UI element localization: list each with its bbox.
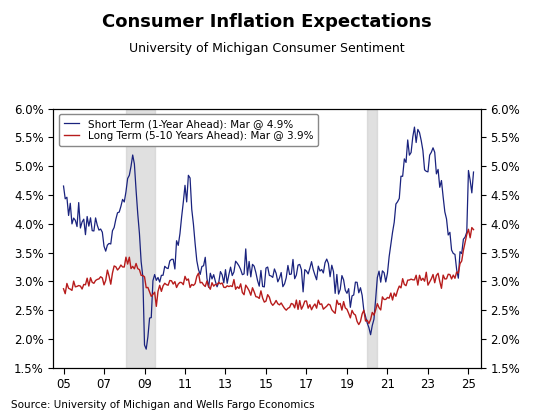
Long Term (5-10 Years Ahead): Mar @ 3.9%: (2e+03, 0.0287): Mar @ 3.9%: (2e+03, 0.0287) xyxy=(60,286,67,291)
Long Term (5-10 Years Ahead): Mar @ 3.9%: (2.03e+03, 0.0394): Mar @ 3.9%: (2.03e+03, 0.0394) xyxy=(469,225,475,230)
Short Term (1-Year Ahead): Mar @ 4.9%: (2.02e+03, 0.0289): Mar @ 4.9%: (2.02e+03, 0.0289) xyxy=(357,285,364,290)
Long Term (5-10 Years Ahead): Mar @ 3.9%: (2.01e+03, 0.0296): Mar @ 3.9%: (2.01e+03, 0.0296) xyxy=(238,281,244,286)
Long Term (5-10 Years Ahead): Mar @ 3.9%: (2.02e+03, 0.0303): Mar @ 3.9%: (2.02e+03, 0.0303) xyxy=(406,278,413,283)
Long Term (5-10 Years Ahead): Mar @ 3.9%: (2.03e+03, 0.039): Mar @ 3.9%: (2.03e+03, 0.039) xyxy=(470,227,477,232)
Long Term (5-10 Years Ahead): Mar @ 3.9%: (2.01e+03, 0.0292): Mar @ 3.9%: (2.01e+03, 0.0292) xyxy=(227,283,234,288)
Text: Consumer Inflation Expectations: Consumer Inflation Expectations xyxy=(102,13,432,31)
Bar xyxy=(367,109,378,368)
Short Term (1-Year Ahead): Mar @ 4.9%: (2.02e+03, 0.0364): Mar @ 4.9%: (2.02e+03, 0.0364) xyxy=(388,242,394,247)
Legend: Short Term (1-Year Ahead): Mar @ 4.9%, Long Term (5-10 Years Ahead): Mar @ 3.9%: Short Term (1-Year Ahead): Mar @ 4.9%, L… xyxy=(59,114,318,146)
Long Term (5-10 Years Ahead): Mar @ 3.9%: (2.02e+03, 0.0293): Mar @ 3.9%: (2.02e+03, 0.0293) xyxy=(403,283,409,288)
Long Term (5-10 Years Ahead): Mar @ 3.9%: (2.02e+03, 0.0225): Mar @ 3.9%: (2.02e+03, 0.0225) xyxy=(356,322,362,327)
Short Term (1-Year Ahead): Mar @ 4.9%: (2.03e+03, 0.049): Mar @ 4.9%: (2.03e+03, 0.049) xyxy=(470,170,477,175)
Short Term (1-Year Ahead): Mar @ 4.9%: (2.01e+03, 0.0182): Mar @ 4.9%: (2.01e+03, 0.0182) xyxy=(143,347,150,352)
Text: University of Michigan Consumer Sentiment: University of Michigan Consumer Sentimen… xyxy=(129,42,405,55)
Long Term (5-10 Years Ahead): Mar @ 3.9%: (2.02e+03, 0.028): Mar @ 3.9%: (2.02e+03, 0.028) xyxy=(388,291,394,296)
Short Term (1-Year Ahead): Mar @ 4.9%: (2.02e+03, 0.0507): Mar @ 4.9%: (2.02e+03, 0.0507) xyxy=(403,160,409,165)
Short Term (1-Year Ahead): Mar @ 4.9%: (2.01e+03, 0.0312): Mar @ 4.9%: (2.01e+03, 0.0312) xyxy=(239,272,246,277)
Line: Short Term (1-Year Ahead): Mar @ 4.9%: Short Term (1-Year Ahead): Mar @ 4.9% xyxy=(64,127,474,349)
Long Term (5-10 Years Ahead): Mar @ 3.9%: (2.02e+03, 0.0231): Mar @ 3.9%: (2.02e+03, 0.0231) xyxy=(357,319,364,324)
Line: Long Term (5-10 Years Ahead): Mar @ 3.9%: Long Term (5-10 Years Ahead): Mar @ 3.9% xyxy=(64,227,474,324)
Text: Source: University of Michigan and Wells Fargo Economics: Source: University of Michigan and Wells… xyxy=(11,400,315,410)
Short Term (1-Year Ahead): Mar @ 4.9%: (2.02e+03, 0.0519): Mar @ 4.9%: (2.02e+03, 0.0519) xyxy=(406,153,413,158)
Short Term (1-Year Ahead): Mar @ 4.9%: (2.01e+03, 0.031): Mar @ 4.9%: (2.01e+03, 0.031) xyxy=(229,273,235,278)
Bar xyxy=(126,109,155,368)
Short Term (1-Year Ahead): Mar @ 4.9%: (2e+03, 0.0466): Mar @ 4.9%: (2e+03, 0.0466) xyxy=(60,184,67,189)
Short Term (1-Year Ahead): Mar @ 4.9%: (2.02e+03, 0.0568): Mar @ 4.9%: (2.02e+03, 0.0568) xyxy=(411,125,418,130)
